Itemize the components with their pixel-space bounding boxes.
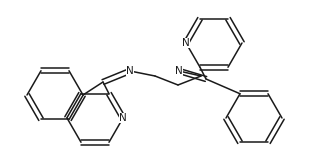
Text: N: N [182, 38, 190, 48]
Text: N: N [119, 113, 127, 123]
Text: N: N [175, 66, 183, 76]
Text: N: N [126, 66, 134, 76]
